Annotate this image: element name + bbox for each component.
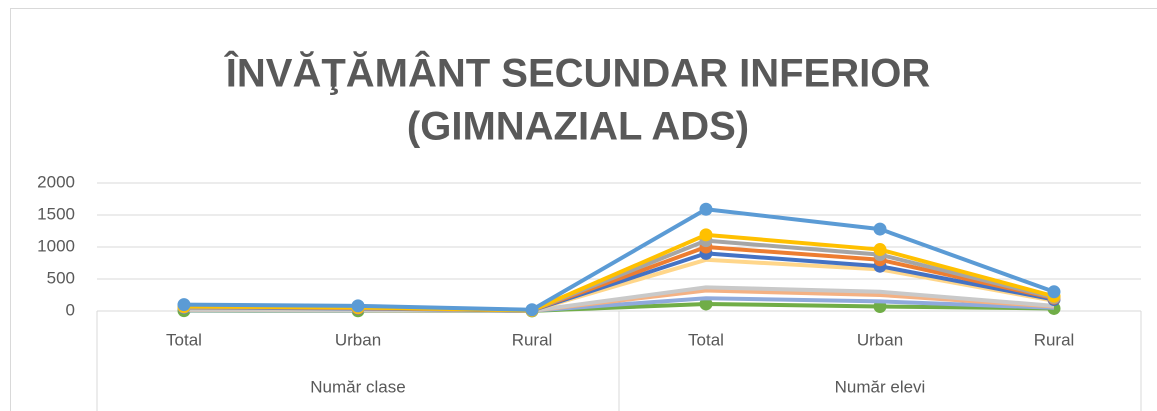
series-marker: [351, 299, 365, 313]
y-tick-label: 2000: [37, 172, 75, 191]
series-marker: [1047, 285, 1061, 299]
group-label: Număr clase: [310, 377, 405, 396]
x-tick-label: Rural: [1034, 330, 1075, 349]
x-tick-label: Total: [166, 330, 202, 349]
series-line: [183, 207, 1055, 312]
series-marker: [699, 202, 713, 216]
series-marker: [699, 228, 713, 242]
y-tick-label: 1000: [37, 236, 75, 255]
x-tick-label: Urban: [857, 330, 903, 349]
x-tick-label: Urban: [335, 330, 381, 349]
chart-frame: [10, 8, 1157, 411]
x-tick-label: Rural: [512, 330, 553, 349]
y-tick-label: 500: [47, 268, 75, 287]
series-marker: [873, 222, 887, 236]
y-tick-label: 0: [66, 300, 75, 319]
series-marker: [699, 297, 713, 311]
chart-title: ÎNVĂŢĂMÂNT SECUNDAR INFERIOR: [224, 50, 931, 96]
group-label: Număr elevi: [835, 377, 926, 396]
x-tick-label: Total: [688, 330, 724, 349]
chart-title: (GIMNAZIAL ADS): [407, 105, 749, 149]
series-marker: [177, 298, 191, 312]
series-marker: [525, 303, 539, 317]
y-tick-label: 1500: [37, 204, 75, 223]
series-marker: [873, 243, 887, 257]
